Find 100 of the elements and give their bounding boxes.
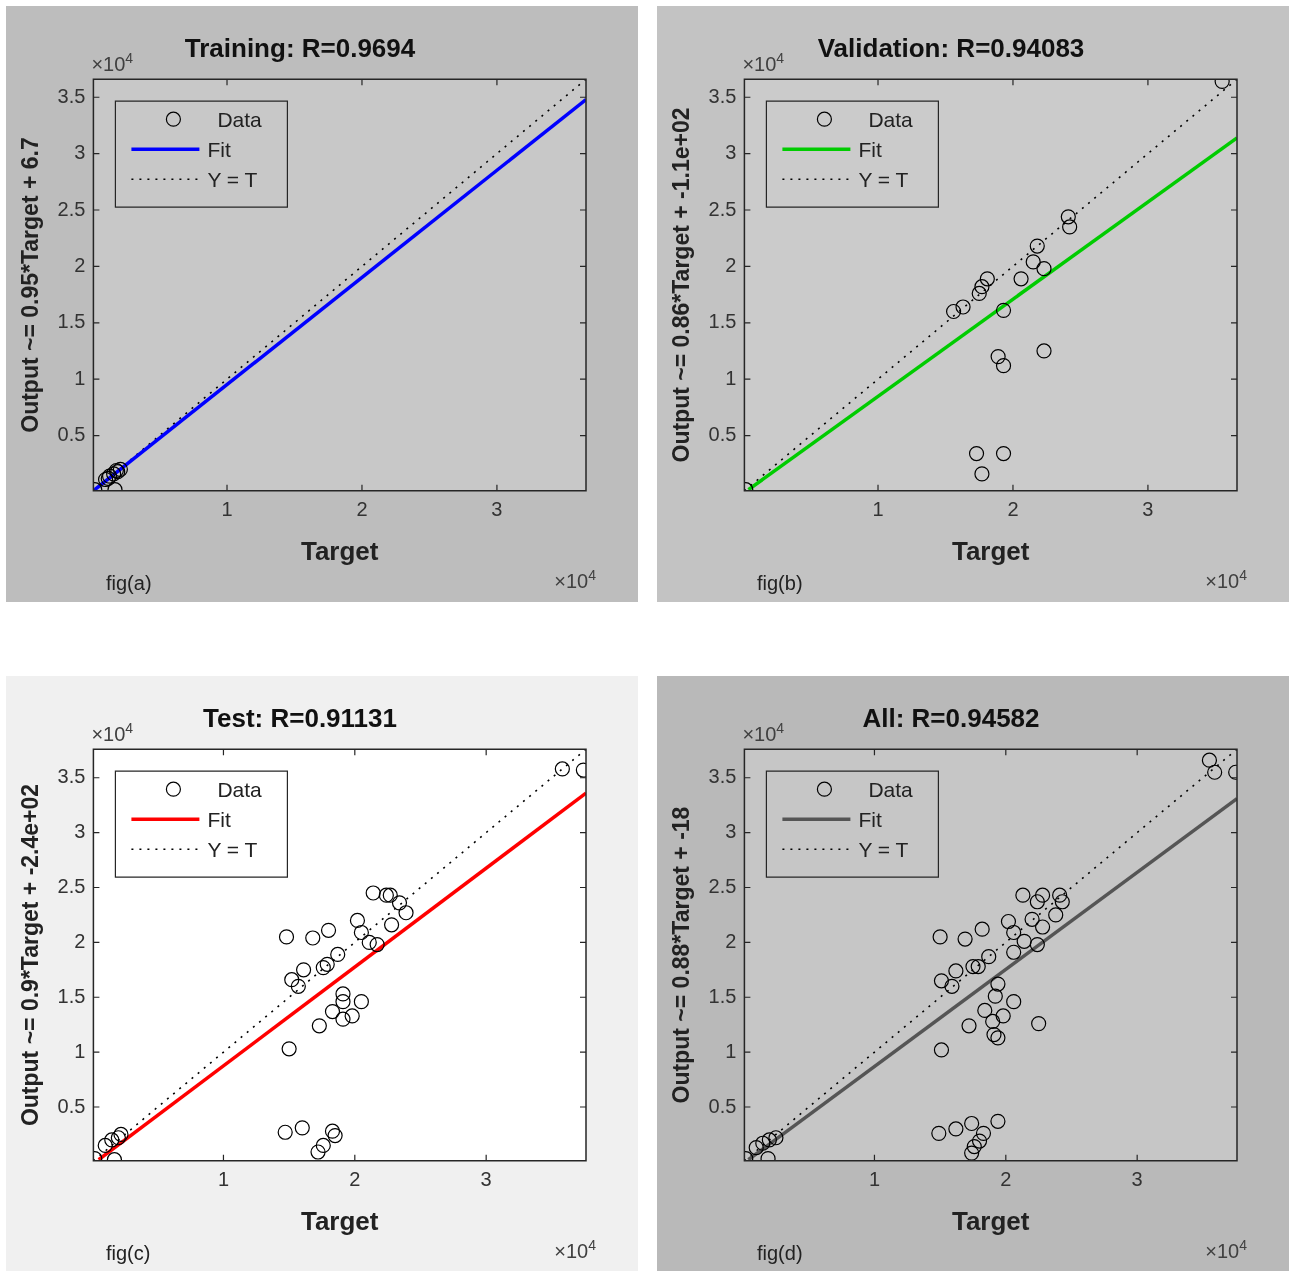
point [113, 1126, 129, 1143]
y-tick-label: 1.5 [57, 310, 86, 333]
y-tick-label: 1 [725, 366, 737, 389]
chart-title: Training: R=0.9694 [184, 32, 416, 63]
y-tick-label: 3 [74, 820, 86, 843]
point [985, 1013, 1001, 1030]
point [945, 303, 962, 320]
point [977, 1002, 993, 1019]
point [933, 1042, 950, 1058]
point [995, 1008, 1011, 1024]
point [995, 445, 1012, 462]
y-tick-label: 3 [725, 820, 737, 843]
y-tick-label: 0.5 [708, 423, 737, 446]
point [1006, 994, 1022, 1010]
y-tick-label: 1 [74, 366, 86, 389]
point [931, 1125, 947, 1141]
y-tick-label: 0.5 [708, 1094, 737, 1117]
point [990, 349, 1006, 365]
point [970, 958, 986, 975]
point [290, 978, 306, 994]
point [974, 466, 990, 482]
y-tick-label: 2 [725, 253, 737, 276]
y-tick-label: 1 [725, 1039, 737, 1062]
point [310, 1144, 326, 1160]
x-tick-label: 1 [868, 1168, 881, 1191]
y-axis-title: Output ~= 0.95*Target + 6.7 [17, 137, 44, 433]
y-tick-label: 3.5 [57, 765, 86, 788]
point [1034, 919, 1051, 935]
point [981, 949, 997, 965]
point [1015, 887, 1031, 903]
point [277, 1124, 293, 1140]
y-axis-title: Output ~= 0.88*Target + -18 [668, 806, 695, 1104]
point [971, 285, 987, 302]
legend-label: Data [868, 108, 914, 132]
legend-label: Fit [858, 808, 882, 832]
point [315, 960, 331, 976]
legend-label: Y = T [207, 838, 258, 862]
point [986, 1026, 1002, 1043]
x-tick-label: 3 [491, 498, 503, 521]
point [1029, 936, 1045, 953]
legend-label: Data [217, 108, 263, 132]
point [378, 887, 394, 903]
point [990, 1113, 1006, 1129]
point [987, 988, 1003, 1004]
point [398, 905, 414, 921]
point [1031, 1016, 1047, 1032]
point [961, 1018, 977, 1034]
point [964, 1115, 980, 1132]
y-tick-label: 1 [74, 1039, 86, 1062]
point [1062, 219, 1078, 235]
point [278, 929, 295, 945]
legend-label: Fit [207, 138, 231, 162]
y-tick-label: 3 [74, 141, 86, 164]
point [344, 1008, 360, 1024]
y-tick-label: 2.5 [708, 197, 737, 220]
point [365, 885, 381, 901]
text: fig(d) [757, 1242, 803, 1264]
point [324, 1123, 341, 1139]
x-tick-label: 3 [1142, 498, 1154, 521]
point [957, 931, 973, 947]
point [330, 946, 346, 963]
point [975, 1125, 992, 1141]
point [1036, 343, 1052, 359]
point [990, 1030, 1006, 1046]
point [305, 930, 321, 946]
legend-label: Y = T [858, 838, 909, 862]
y-tick-label: 0.5 [57, 1094, 86, 1117]
point [294, 1120, 310, 1136]
point [1054, 894, 1070, 910]
point [933, 973, 950, 989]
point [110, 1130, 126, 1146]
point [335, 994, 351, 1010]
chart-title: All: R=0.94582 [862, 702, 1040, 733]
point [1024, 911, 1040, 927]
x-tick-label: 2 [1007, 498, 1019, 521]
point [335, 986, 351, 1002]
legend-label: Fit [207, 808, 231, 832]
point [1052, 887, 1068, 903]
point [391, 895, 408, 911]
legend-label: Data [868, 778, 914, 802]
y-tick-label: 1.5 [708, 310, 737, 333]
y-tick-label: 2 [74, 253, 86, 276]
text: fig(c) [106, 1242, 151, 1264]
x-tick-label: 3 [1131, 1168, 1143, 1191]
y-tick-label: 3.5 [708, 84, 737, 107]
point [554, 761, 570, 777]
point [755, 1135, 771, 1151]
point [948, 963, 964, 979]
point [349, 912, 366, 929]
y-tick-label: 3.5 [57, 84, 86, 107]
point [382, 887, 398, 903]
y-tick-label: 2.5 [708, 875, 737, 898]
point [353, 924, 369, 941]
y-tick-label: 2 [725, 929, 737, 952]
y-tick-label: 3 [725, 141, 737, 164]
x-tick-label: 1 [872, 498, 884, 521]
text: fig(b) [757, 572, 803, 594]
point [1060, 209, 1076, 225]
point [1034, 887, 1051, 903]
point [768, 1130, 784, 1146]
